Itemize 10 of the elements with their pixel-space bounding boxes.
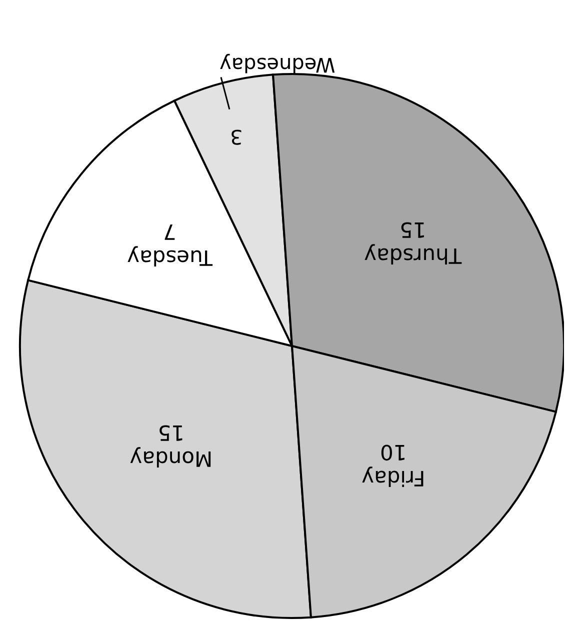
data-label: 10 (380, 440, 407, 464)
slice-label: Thursday (364, 244, 463, 268)
data-label: 15 (158, 420, 185, 444)
data-label: 7 (163, 219, 176, 244)
slice-label: Friday (362, 466, 426, 490)
slice-label: Wednesday (219, 53, 336, 78)
slice-label: Monday (130, 446, 213, 470)
data-label: 15 (399, 218, 426, 242)
data-label: 3 (230, 125, 243, 150)
slice-label: Tuesday (127, 245, 214, 270)
